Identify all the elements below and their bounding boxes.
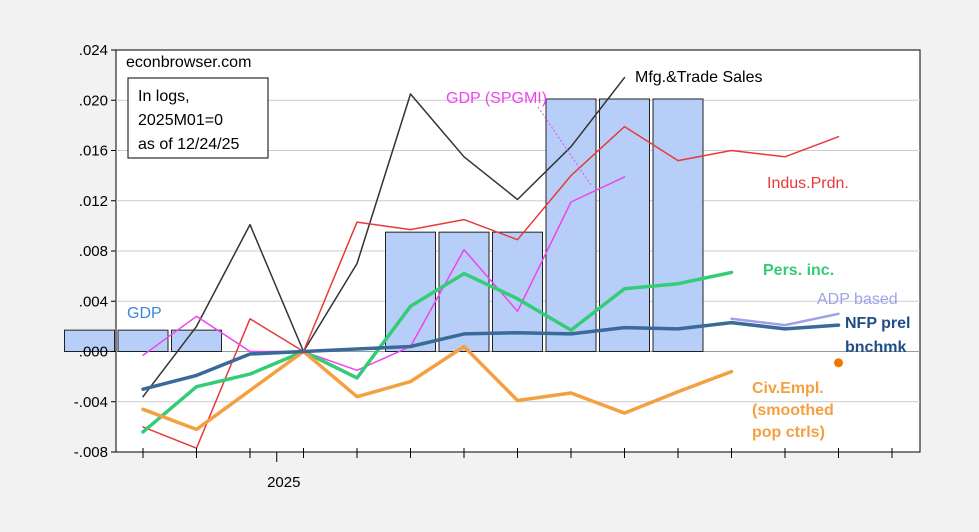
y-tick-label: -.008: [74, 444, 108, 461]
series-line-gdp-spgmi: [142, 176, 626, 372]
gdp-bar-2025Q2: [438, 231, 490, 352]
series-lines: [141, 76, 843, 449]
note-box: [127, 77, 269, 159]
label-gdp: GDP: [127, 305, 162, 322]
series-line-indus-prdn: [142, 125, 840, 449]
gdp-bar-2025Q3: [545, 98, 597, 353]
gdp-bar-2024Q4: [64, 329, 115, 352]
y-tick-label: .024: [79, 42, 108, 59]
series-line-civ-empl-smoothed-pop-ctrls: [141, 344, 734, 432]
y-tick-label: .008: [79, 243, 108, 260]
label-civ-empl-line-2: (smoothed: [752, 402, 834, 419]
label-civ-empl-line-3: pop ctrls): [752, 424, 825, 441]
note-line-1: In logs,: [138, 88, 190, 105]
y-tick-label: .004: [79, 293, 108, 310]
series-line-mfg-trade-sales: [142, 76, 626, 398]
gdp-bar-2025Q3: [652, 98, 704, 353]
y-tick-label: .000: [79, 344, 108, 361]
gdp-bar-2024Q4: [117, 329, 169, 352]
label-civ-empl-line-1: Civ.Empl.: [752, 380, 824, 397]
series-line-adp-based: [730, 312, 840, 327]
label-gdp-spgmi: GDP (SPGMI): [446, 90, 547, 107]
gdp-bar-2024Q4: [171, 329, 222, 352]
civ-empl-point: [834, 358, 843, 368]
gdp-bar-2025Q2: [385, 231, 436, 352]
y-tick-label: .020: [79, 92, 108, 109]
label-adp-based: ADP based: [817, 291, 898, 308]
x-axis-ticks: 2025: [142, 448, 893, 491]
label-indus-prdn: Indus.Prdn.: [767, 175, 849, 192]
label-pers-inc: Pers. inc.: [763, 262, 834, 279]
y-axis-ticks: -.008 -.004 .000 .004 .008 .012 .016 .020 .024: [74, 42, 116, 461]
note-line-3: as of 12/24/25: [138, 136, 240, 153]
label-nfp-line-1: NFP prel: [845, 315, 911, 332]
label-nfp-line-2: bnchmk: [845, 339, 906, 356]
label-mfg-trade-sales: Mfg.&Trade Sales: [635, 69, 762, 86]
y-tick-label: .012: [79, 193, 108, 210]
x-tick-label: 2025: [267, 474, 300, 491]
series-line-pers-inc: [141, 270, 734, 434]
series-line-nfp-prel-bnchmk: [141, 320, 841, 391]
y-tick-label: .016: [79, 143, 108, 160]
source-label: econbrowser.com: [126, 54, 251, 71]
note-line-2: 2025M01=0: [138, 112, 223, 129]
y-tick-label: -.004: [74, 394, 108, 411]
